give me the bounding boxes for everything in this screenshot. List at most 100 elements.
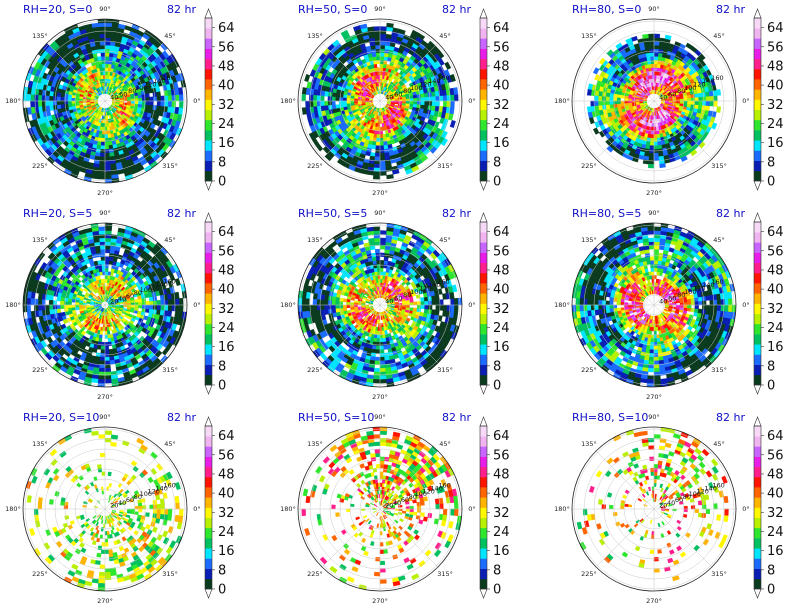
angle-label: 315° — [162, 162, 178, 170]
colorbar-band — [480, 232, 487, 243]
polar-grid — [298, 223, 462, 387]
colorbar-tick-label: 24 — [218, 117, 235, 132]
colorbar-band — [205, 303, 212, 314]
colorbar-frame — [479, 425, 488, 590]
angle-label: 270° — [646, 597, 662, 605]
colorbar-tick-label: 64 — [493, 429, 510, 444]
colorbar-tick-label: 32 — [767, 98, 784, 113]
colorbar-band — [754, 99, 761, 110]
colorbar-frame — [753, 425, 762, 590]
colorbar-band — [205, 222, 212, 233]
colorbar-frame — [204, 17, 213, 182]
angle-label: 45° — [439, 32, 451, 40]
colorbar-band — [205, 487, 212, 498]
angle-label: 90° — [648, 413, 660, 421]
colorbar-tick-label: 40 — [493, 79, 510, 94]
colorbar-tick-label: 64 — [767, 429, 784, 444]
colorbar-band — [480, 344, 487, 355]
colorbar-band — [754, 58, 761, 70]
colorbar-tick-label: 32 — [767, 302, 784, 317]
angle-label: 180° — [280, 301, 296, 309]
colorbar-band — [754, 303, 761, 314]
colorbar-band — [205, 364, 212, 376]
colorbar-band — [754, 272, 761, 284]
colorbar-band — [480, 48, 487, 60]
polar-grid — [23, 19, 187, 183]
angle-label: 270° — [372, 597, 388, 605]
colorbar-band — [754, 38, 761, 49]
colorbar-band — [754, 18, 761, 29]
colorbar-band — [754, 476, 761, 488]
panel-time: 82 hr — [442, 411, 471, 424]
angle-label: 0° — [193, 97, 200, 105]
colorbar-band — [205, 568, 212, 580]
colorbar-tick-label: 24 — [767, 117, 784, 132]
colorbar-band — [480, 222, 487, 233]
colorbar-tick-label: 48 — [493, 263, 510, 278]
colorbar-band — [205, 558, 212, 569]
colorbar-tick-label: 48 — [218, 59, 235, 74]
colorbar-tick-label: 56 — [218, 448, 235, 463]
colorbar-band — [205, 28, 212, 39]
radial-label: 80 — [403, 291, 411, 299]
colorbar-frame — [479, 17, 488, 182]
panel-title: RH=20, S=5 — [23, 207, 92, 220]
colorbar-tick-label: 0 — [493, 583, 501, 598]
angle-label: 315° — [162, 366, 178, 374]
angle-label: 180° — [5, 301, 21, 309]
colorbar-band — [754, 313, 761, 325]
colorbar-band — [205, 538, 212, 549]
colorbar-band — [205, 89, 212, 100]
panel-title: RH=20, S=10 — [23, 411, 99, 424]
colorbar-tick-label: 8 — [218, 359, 226, 374]
colorbar-band — [480, 364, 487, 376]
radial-label: 80 — [677, 291, 685, 299]
colorbar-band — [205, 476, 212, 488]
colorbar-tick-label: 8 — [493, 359, 501, 374]
radial-label: 60 — [394, 294, 402, 302]
colorbar-tick-label: 24 — [767, 525, 784, 540]
polar-frame — [571, 18, 737, 184]
colorbar: 0 8 16 24 32 40 48 56 64 — [753, 212, 784, 395]
colorbar-band — [480, 262, 487, 274]
colorbar-band — [205, 150, 212, 161]
colorbar-band — [205, 262, 212, 274]
colorbar-band — [205, 456, 212, 468]
angle-label: 315° — [162, 570, 178, 578]
colorbar-band — [754, 517, 761, 529]
angle-label: 315° — [437, 570, 453, 578]
colorbar-band — [205, 272, 212, 284]
radial-label: 100 — [684, 288, 696, 296]
radial-label: 120 — [419, 284, 431, 292]
colorbar-tick-label: 56 — [493, 244, 510, 259]
colorbar-band — [480, 548, 487, 559]
angle-label: 90° — [374, 209, 386, 217]
angle-label: 45° — [713, 440, 725, 448]
colorbar-tick-label: 40 — [218, 487, 235, 502]
colorbar-band — [205, 252, 212, 264]
panel-title: RH=80, S=10 — [572, 411, 648, 424]
colorbar-tick-label: 8 — [767, 155, 775, 170]
angle-label: 0° — [742, 97, 749, 105]
angle-label: 0° — [193, 301, 200, 309]
radial-label: 140 — [428, 281, 440, 289]
radial-label: 40 — [659, 298, 667, 306]
colorbar-tick-label: 16 — [493, 544, 510, 559]
radial-label: 60 — [675, 496, 683, 504]
colorbar-band — [480, 497, 487, 508]
colorbar-tick-label: 0 — [493, 379, 501, 394]
angle-label: 135° — [581, 32, 597, 40]
panel-time: 82 hr — [167, 3, 196, 16]
colorbar-tick-label: 8 — [493, 155, 501, 170]
angle-label: 90° — [99, 413, 111, 421]
colorbar-band — [480, 252, 487, 264]
polar-grid — [23, 427, 187, 591]
colorbar-tick-label: 16 — [493, 340, 510, 355]
angle-label: 180° — [554, 301, 570, 309]
angle-label: 90° — [99, 209, 111, 217]
angle-label: 315° — [437, 162, 453, 170]
colorbar-tick-label: 56 — [218, 40, 235, 55]
colorbar: 0 8 16 24 32 40 48 56 64 — [753, 8, 784, 191]
radial-label: 40 — [659, 94, 667, 102]
polar-grid — [298, 427, 462, 591]
